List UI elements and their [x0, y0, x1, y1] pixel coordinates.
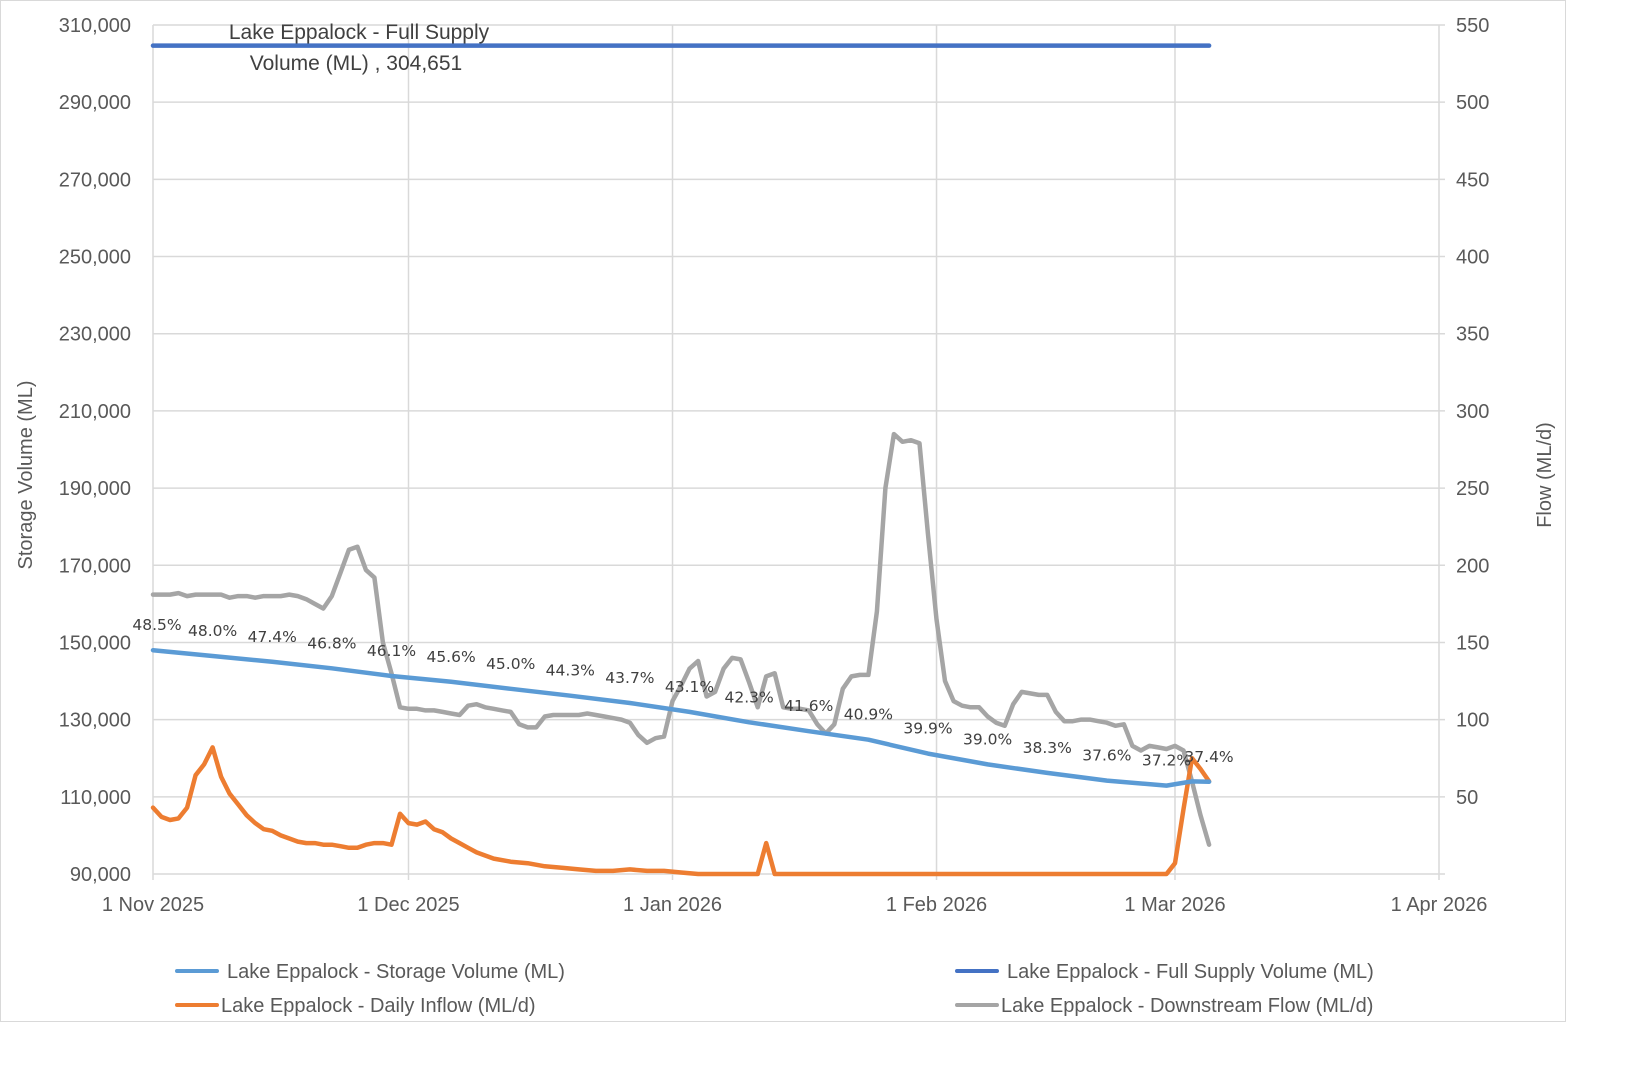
- legend-item-daily-inflow[interactable]: Lake Eppalock - Daily Inflow (ML/d): [175, 995, 536, 1017]
- x-tick-label: 1 Nov 2025: [102, 894, 204, 916]
- right-tick-label: 500: [1456, 92, 1489, 114]
- legend-label-inflow: Lake Eppalock - Daily Inflow (ML/d): [221, 995, 536, 1017]
- storage-percent-label: 39.0%: [963, 730, 1012, 748]
- storage-percent-label: 43.7%: [605, 669, 654, 687]
- right-axis-title: Flow (ML/d): [1534, 422, 1556, 528]
- storage-percent-label: 46.8%: [307, 634, 356, 652]
- right-tick-label: 350: [1456, 324, 1489, 346]
- storage-percent-label: 40.9%: [844, 706, 893, 724]
- storage-percent-label: 39.9%: [903, 720, 952, 738]
- gridlines: [152, 24, 1445, 880]
- right-tick-label: 200: [1456, 555, 1489, 577]
- legend-label-full-supply: Lake Eppalock - Full Supply Volume (ML): [1007, 961, 1374, 983]
- storage-percent-label: 37.6%: [1082, 747, 1131, 765]
- left-tick-label: 210,000: [59, 401, 131, 423]
- right-tick-label: 100: [1456, 710, 1489, 732]
- storage-percent-label: 43.1%: [665, 678, 714, 696]
- left-tick-label: 90,000: [70, 864, 131, 886]
- downstream-flow-line: [150, 431, 1212, 847]
- legend-item-downstream-flow[interactable]: Lake Eppalock - Downstream Flow (ML/d): [955, 995, 1373, 1017]
- storage-volume-line: [150, 647, 1212, 788]
- left-axis-ticks: 90,000 110,000 130,000 150,000 170,000 190,00…: [59, 15, 131, 886]
- right-tick-label: 400: [1456, 247, 1489, 269]
- chart-frame: 90,000 110,000 130,000 150,000 170,000 190,00…: [0, 0, 1566, 1022]
- left-tick-label: 170,000: [59, 555, 131, 577]
- x-tick-label: 1 Apr 2026: [1391, 894, 1488, 916]
- full-supply-annotation-line2: Volume (ML) , 304,651: [250, 52, 462, 75]
- series-lines: [150, 43, 1212, 877]
- x-axis-ticks: 1 Nov 2025 1 Dec 2025 1 Jan 2026 1 Feb 2026…: [102, 894, 1488, 916]
- right-tick-label: 250: [1456, 478, 1489, 500]
- storage-percent-label: 48.0%: [188, 622, 237, 640]
- left-tick-label: 270,000: [59, 169, 131, 191]
- legend-label-storage: Lake Eppalock - Storage Volume (ML): [227, 961, 565, 983]
- daily-inflow-line: [150, 745, 1212, 877]
- x-tick-label: 1 Jan 2026: [623, 894, 722, 916]
- right-tick-label: 300: [1456, 401, 1489, 423]
- left-tick-label: 150,000: [59, 632, 131, 654]
- full-supply-annotation-line1: Lake Eppalock - Full Supply: [229, 21, 490, 44]
- left-tick-label: 290,000: [59, 92, 131, 114]
- line-chart: 90,000 110,000 130,000 150,000 170,000 190,00…: [15, 15, 1556, 1017]
- left-axis-title: Storage Volume (ML): [15, 381, 37, 570]
- legend-item-full-supply[interactable]: Lake Eppalock - Full Supply Volume (ML): [955, 961, 1374, 983]
- left-tick-label: 130,000: [59, 710, 131, 732]
- storage-percent-label: 42.3%: [725, 688, 774, 706]
- storage-percent-label: 37.2%: [1142, 752, 1191, 770]
- right-tick-label: 450: [1456, 169, 1489, 191]
- storage-percent-label: 44.3%: [546, 662, 595, 680]
- left-tick-label: 310,000: [59, 15, 131, 37]
- left-tick-label: 230,000: [59, 324, 131, 346]
- legend-item-storage-volume[interactable]: Lake Eppalock - Storage Volume (ML): [175, 961, 565, 983]
- right-tick-label: 550: [1456, 15, 1489, 37]
- left-tick-label: 250,000: [59, 247, 131, 269]
- legend-label-downstream: Lake Eppalock - Downstream Flow (ML/d): [1001, 995, 1373, 1017]
- x-tick-label: 1 Dec 2025: [357, 894, 459, 916]
- right-axis-ticks: 50 100 150 200 250 300 350 400 450 500 550: [1456, 15, 1489, 809]
- storage-percent-label: 47.4%: [248, 628, 297, 646]
- legend: Lake Eppalock - Storage Volume (ML) Lake…: [175, 961, 1374, 1017]
- x-tick-label: 1 Mar 2026: [1124, 894, 1225, 916]
- left-tick-label: 190,000: [59, 478, 131, 500]
- storage-data-labels: 48.5% 48.0% 47.4% 46.8% 46.1% 45.6% 45.0% 44.3%…: [132, 616, 1233, 769]
- storage-percent-label: 41.6%: [784, 697, 833, 715]
- storage-percent-label: 45.6%: [426, 648, 475, 666]
- storage-percent-label: 45.0%: [486, 655, 535, 673]
- storage-percent-label: 46.1%: [367, 642, 416, 660]
- x-tick-label: 1 Feb 2026: [886, 894, 987, 916]
- storage-percent-label: 37.4%: [1184, 748, 1233, 766]
- left-tick-label: 110,000: [60, 787, 131, 809]
- right-tick-label: 150: [1456, 632, 1489, 654]
- storage-percent-label: 38.3%: [1023, 739, 1072, 757]
- storage-percent-label: 48.5%: [132, 616, 181, 634]
- right-tick-label: 50: [1456, 787, 1478, 809]
